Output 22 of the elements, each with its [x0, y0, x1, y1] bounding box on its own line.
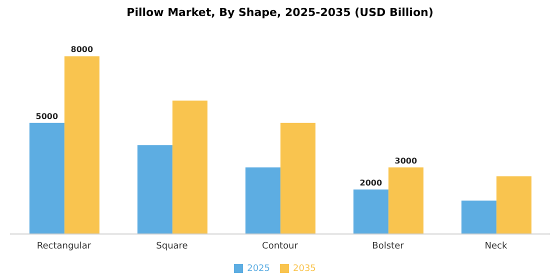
bar: [461, 200, 496, 234]
bar: [496, 176, 532, 234]
bar: [172, 100, 208, 234]
chart-title: Pillow Market, By Shape, 2025-2035 (USD Billion): [126, 6, 434, 21]
x-tick-label: Bolster: [372, 241, 404, 252]
data-label: 2000: [360, 178, 383, 188]
legend-label: 2025: [247, 264, 270, 274]
bar: [137, 145, 172, 234]
x-tick-label: Contour: [262, 241, 298, 252]
x-tick-label: Neck: [484, 241, 508, 252]
legend-label: 2035: [293, 264, 316, 274]
data-label: 8000: [70, 45, 94, 54]
bar: [280, 122, 316, 234]
bar: [29, 122, 64, 234]
bar: [388, 167, 424, 234]
bar: [353, 190, 388, 234]
data-label: 3000: [394, 156, 418, 166]
x-tick-label: Rectangular: [36, 241, 92, 252]
data-label: 5000: [36, 112, 59, 121]
x-tick-label: Square: [156, 241, 188, 252]
bar: [245, 167, 280, 234]
bar: [64, 56, 100, 234]
